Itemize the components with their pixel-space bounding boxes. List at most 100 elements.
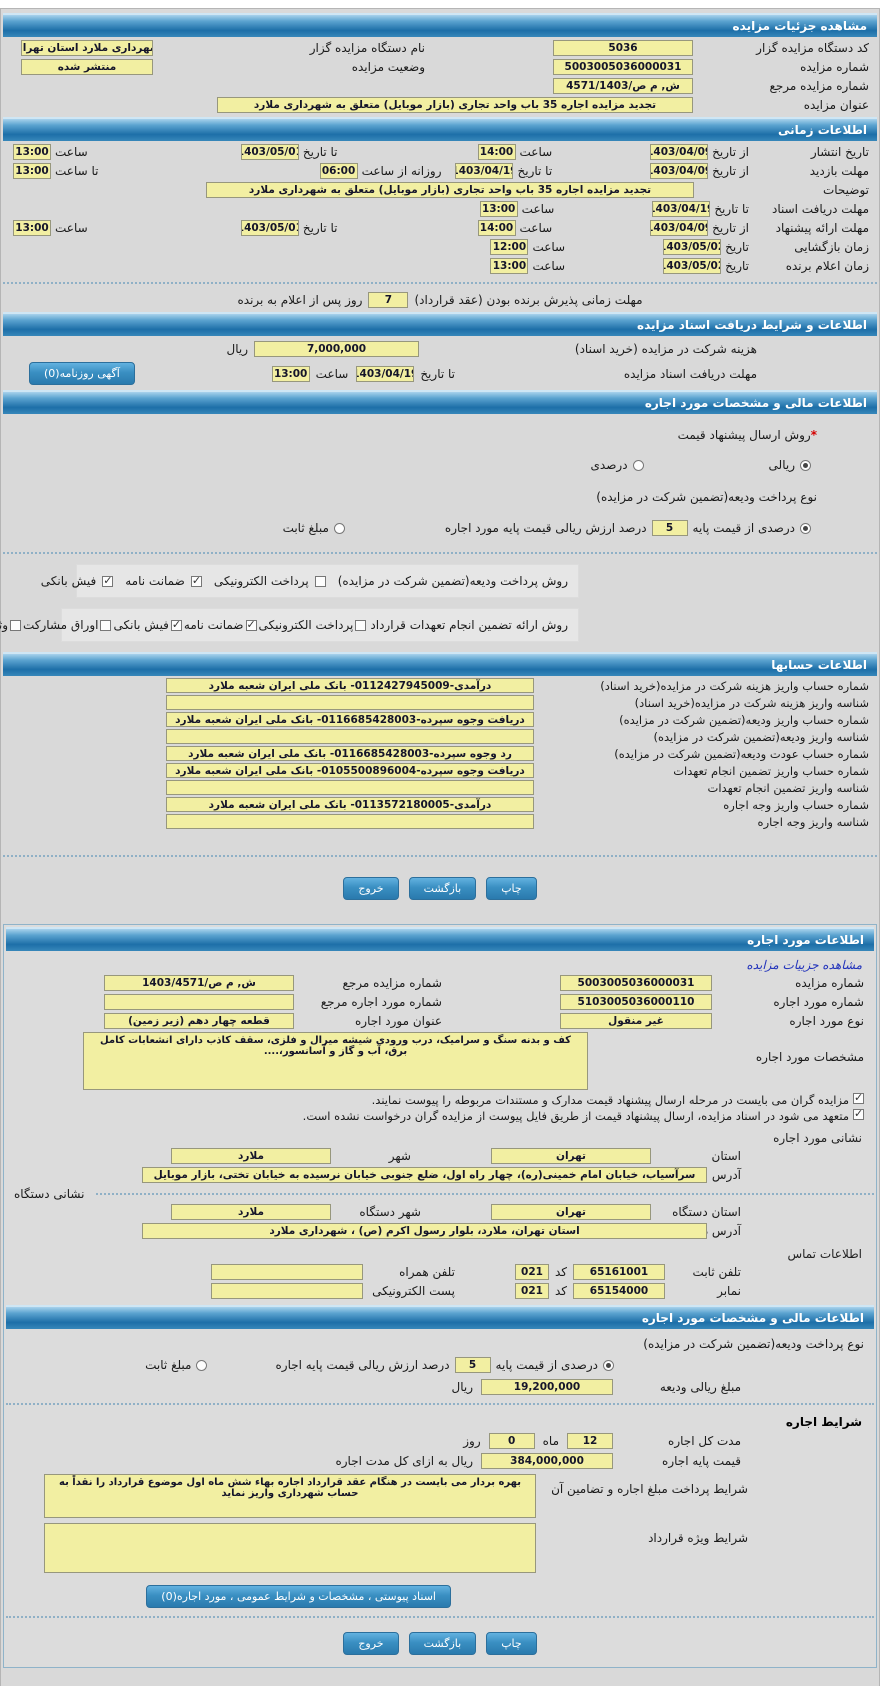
acceptance-days-input[interactable]: 7: [368, 292, 409, 308]
fee-input[interactable]: 7,000,000: [254, 341, 419, 357]
account-input[interactable]: درآمدی-0113572180005- بانک ملی ایران شعب…: [166, 797, 534, 812]
phone-input[interactable]: 65161001: [573, 1264, 665, 1280]
print-button[interactable]: چاپ: [486, 1632, 537, 1655]
attachments-button[interactable]: اسناد پیوستی ، مشخصات و شرایط عمومی ، مو…: [146, 1585, 451, 1608]
lease-ref-no-input[interactable]: 1403/ش, م ص/4571: [104, 975, 294, 991]
back-button[interactable]: بازگشت: [408, 877, 477, 900]
fixed-amount-radio[interactable]: [333, 522, 345, 534]
visit-from-time-input[interactable]: 06:00: [319, 163, 358, 179]
notes-input[interactable]: تجدید مزایده اجاره 35 باب واحد تجاری (با…: [206, 182, 694, 198]
guarantee-letter-checkbox[interactable]: [190, 574, 202, 587]
special-terms-textarea[interactable]: [44, 1523, 536, 1573]
publish-to-date-input[interactable]: 1403/05/01: [240, 144, 299, 160]
offer-from-time-input[interactable]: 14:00: [477, 220, 516, 236]
bank-slip-checkbox[interactable]: [170, 618, 182, 631]
fax-code-input[interactable]: 021: [514, 1283, 549, 1299]
newspaper-ad-button[interactable]: آگهی روزنامه(0): [29, 362, 135, 385]
publish-from-time-input[interactable]: 14:00: [477, 144, 516, 160]
property-collateral-checkbox[interactable]: [10, 619, 22, 631]
docs-deadline-date-input[interactable]: 1403/04/19: [356, 365, 415, 382]
docs-deadline-time-input[interactable]: 13:00: [271, 365, 310, 382]
auction-no-input[interactable]: 5003005036000031: [553, 59, 693, 75]
account-input[interactable]: دریافت وجوه سپرده-0105500896004- بانک مل…: [166, 763, 534, 778]
account-label: شناسه واریز تضمین انجام تعهدات: [707, 780, 869, 795]
publish-to-time-input[interactable]: 13:00: [13, 144, 51, 160]
days-input[interactable]: 0: [488, 1433, 535, 1449]
address-label: آدرس: [711, 1168, 741, 1182]
percent-radio[interactable]: [632, 459, 644, 471]
offer-to-time-input[interactable]: 13:00: [13, 220, 51, 236]
agency-city-input[interactable]: ملارد: [171, 1204, 331, 1220]
email-input[interactable]: [210, 1283, 363, 1299]
percent-value-input[interactable]: 5: [651, 520, 688, 536]
lease-item-title-input[interactable]: قطعه چهار دهم (زیر زمین): [104, 1013, 294, 1029]
fixed-amount-radio[interactable]: [196, 1359, 208, 1371]
ref-no-input[interactable]: ش, م ص/4571/1403: [553, 78, 693, 94]
percent-value-input[interactable]: 5: [454, 1357, 491, 1373]
terms-section-label: شرایط اجاره: [785, 1415, 862, 1429]
account-input[interactable]: [166, 729, 534, 744]
agency-province-input[interactable]: تهران: [491, 1204, 651, 1220]
address-input[interactable]: سرآسیاب، خیابان امام خمینی(ره)، چهار راه…: [142, 1167, 707, 1183]
base-price-input[interactable]: 384,000,000: [481, 1453, 613, 1469]
visit-to-time-input[interactable]: 13:00: [13, 163, 51, 179]
participation-bonds-checkbox[interactable]: [100, 619, 112, 631]
doc-deadline-time-input[interactable]: 13:00: [479, 201, 518, 217]
lease-item-no-row: شماره مورد اجاره 5103005036000110 شماره …: [16, 994, 864, 1010]
auction-title-input[interactable]: تجدید مزایده اجاره 35 باب واحد تجاری (با…: [217, 97, 693, 113]
print-button[interactable]: چاپ: [486, 877, 537, 900]
agency-name-input[interactable]: شهرداری ملارد استان تهران: [21, 40, 153, 56]
visit-from-date-input[interactable]: 1403/04/09: [650, 163, 709, 179]
lease-specs-textarea[interactable]: کف و بدنه سنگ و سرامیک، درب ورودی شیشه م…: [83, 1032, 588, 1090]
publish-from-date-input[interactable]: 1403/04/09: [650, 144, 709, 160]
lease-item-ref-input[interactable]: [104, 994, 294, 1010]
city-input[interactable]: ملارد: [171, 1148, 331, 1164]
percent-base-radio[interactable]: [603, 1359, 614, 1371]
electronic-payment-label: پرداخت الکترونیکی: [213, 574, 309, 588]
date-label: تاریخ: [725, 259, 749, 273]
account-input[interactable]: دریافت وجوه سپرده-0116685428003- بانک مل…: [166, 712, 534, 727]
attach-docs-checkbox[interactable]: [853, 1091, 864, 1104]
account-label: شناسه واریز ودیعه(تضمین شرکت در مزایده): [653, 729, 869, 744]
deposit-amount-input[interactable]: 19,200,000: [481, 1379, 613, 1395]
agency-address-input[interactable]: استان تهران، ملارد، بلوار رسول اکرم (ص) …: [142, 1223, 707, 1239]
months-input[interactable]: 12: [567, 1433, 613, 1449]
province-input[interactable]: تهران: [491, 1148, 651, 1164]
account-input[interactable]: [166, 695, 534, 710]
account-input[interactable]: درآمدی-0112427945009- بانک ملی ایران شعب…: [166, 678, 534, 693]
account-input[interactable]: رد وجوه سپرده-0116685428003- بانک ملی ای…: [166, 746, 534, 761]
exit-button[interactable]: خروج: [343, 877, 399, 900]
phone-code-input[interactable]: 021: [514, 1264, 549, 1280]
guarantee-letter-checkbox[interactable]: [245, 618, 257, 631]
auction-detail-page: مشاهده جزئیات مزایده کد دستگاه مزایده گز…: [0, 8, 880, 1686]
bank-slip-checkbox[interactable]: [102, 574, 114, 587]
fax-input[interactable]: 65154000: [573, 1283, 665, 1299]
account-input[interactable]: [166, 814, 534, 829]
payment-terms-textarea[interactable]: بهره بردار می بایست در هنگام عقد قرارداد…: [44, 1474, 536, 1518]
agency-code-input[interactable]: 5036: [553, 40, 693, 56]
rial-radio[interactable]: [800, 459, 811, 471]
status-input[interactable]: منتشر شده: [21, 59, 153, 75]
doc-deadline-date-input[interactable]: 1403/04/19: [652, 201, 711, 217]
electronic-payment-checkbox[interactable]: [314, 575, 326, 587]
duration-row: مدت کل اجاره 12 ماه 0 روز: [14, 1433, 866, 1449]
winner-date-input[interactable]: 1403/05/02: [663, 258, 722, 274]
percent-base-radio[interactable]: [800, 522, 811, 534]
lease-item-no-input[interactable]: 5103005036000110: [560, 994, 712, 1010]
winner-time-input[interactable]: 13:00: [490, 258, 529, 274]
lease-auction-no-input[interactable]: 5003005036000031: [560, 975, 712, 991]
exit-button[interactable]: خروج: [343, 1632, 399, 1655]
visit-to-date-input[interactable]: 1403/04/19: [455, 163, 514, 179]
electronic-payment-checkbox[interactable]: [355, 619, 367, 631]
agency-province-label: استان دستگاه: [672, 1205, 741, 1219]
offer-from-date-input[interactable]: 1403/04/09: [650, 220, 709, 236]
no-file-checkbox[interactable]: [853, 1107, 864, 1120]
offer-to-date-input[interactable]: 1403/05/01: [240, 220, 299, 236]
opening-time-input[interactable]: 12:00: [490, 239, 529, 255]
account-input[interactable]: [166, 780, 534, 795]
mobile-input[interactable]: [210, 1264, 363, 1280]
back-button[interactable]: بازگشت: [408, 1632, 477, 1655]
lease-item-type-input[interactable]: غیر منقول: [560, 1013, 712, 1029]
opening-date-input[interactable]: 1403/05/02: [663, 239, 722, 255]
view-auction-details-link[interactable]: مشاهده جزییات مزایده: [746, 958, 862, 972]
